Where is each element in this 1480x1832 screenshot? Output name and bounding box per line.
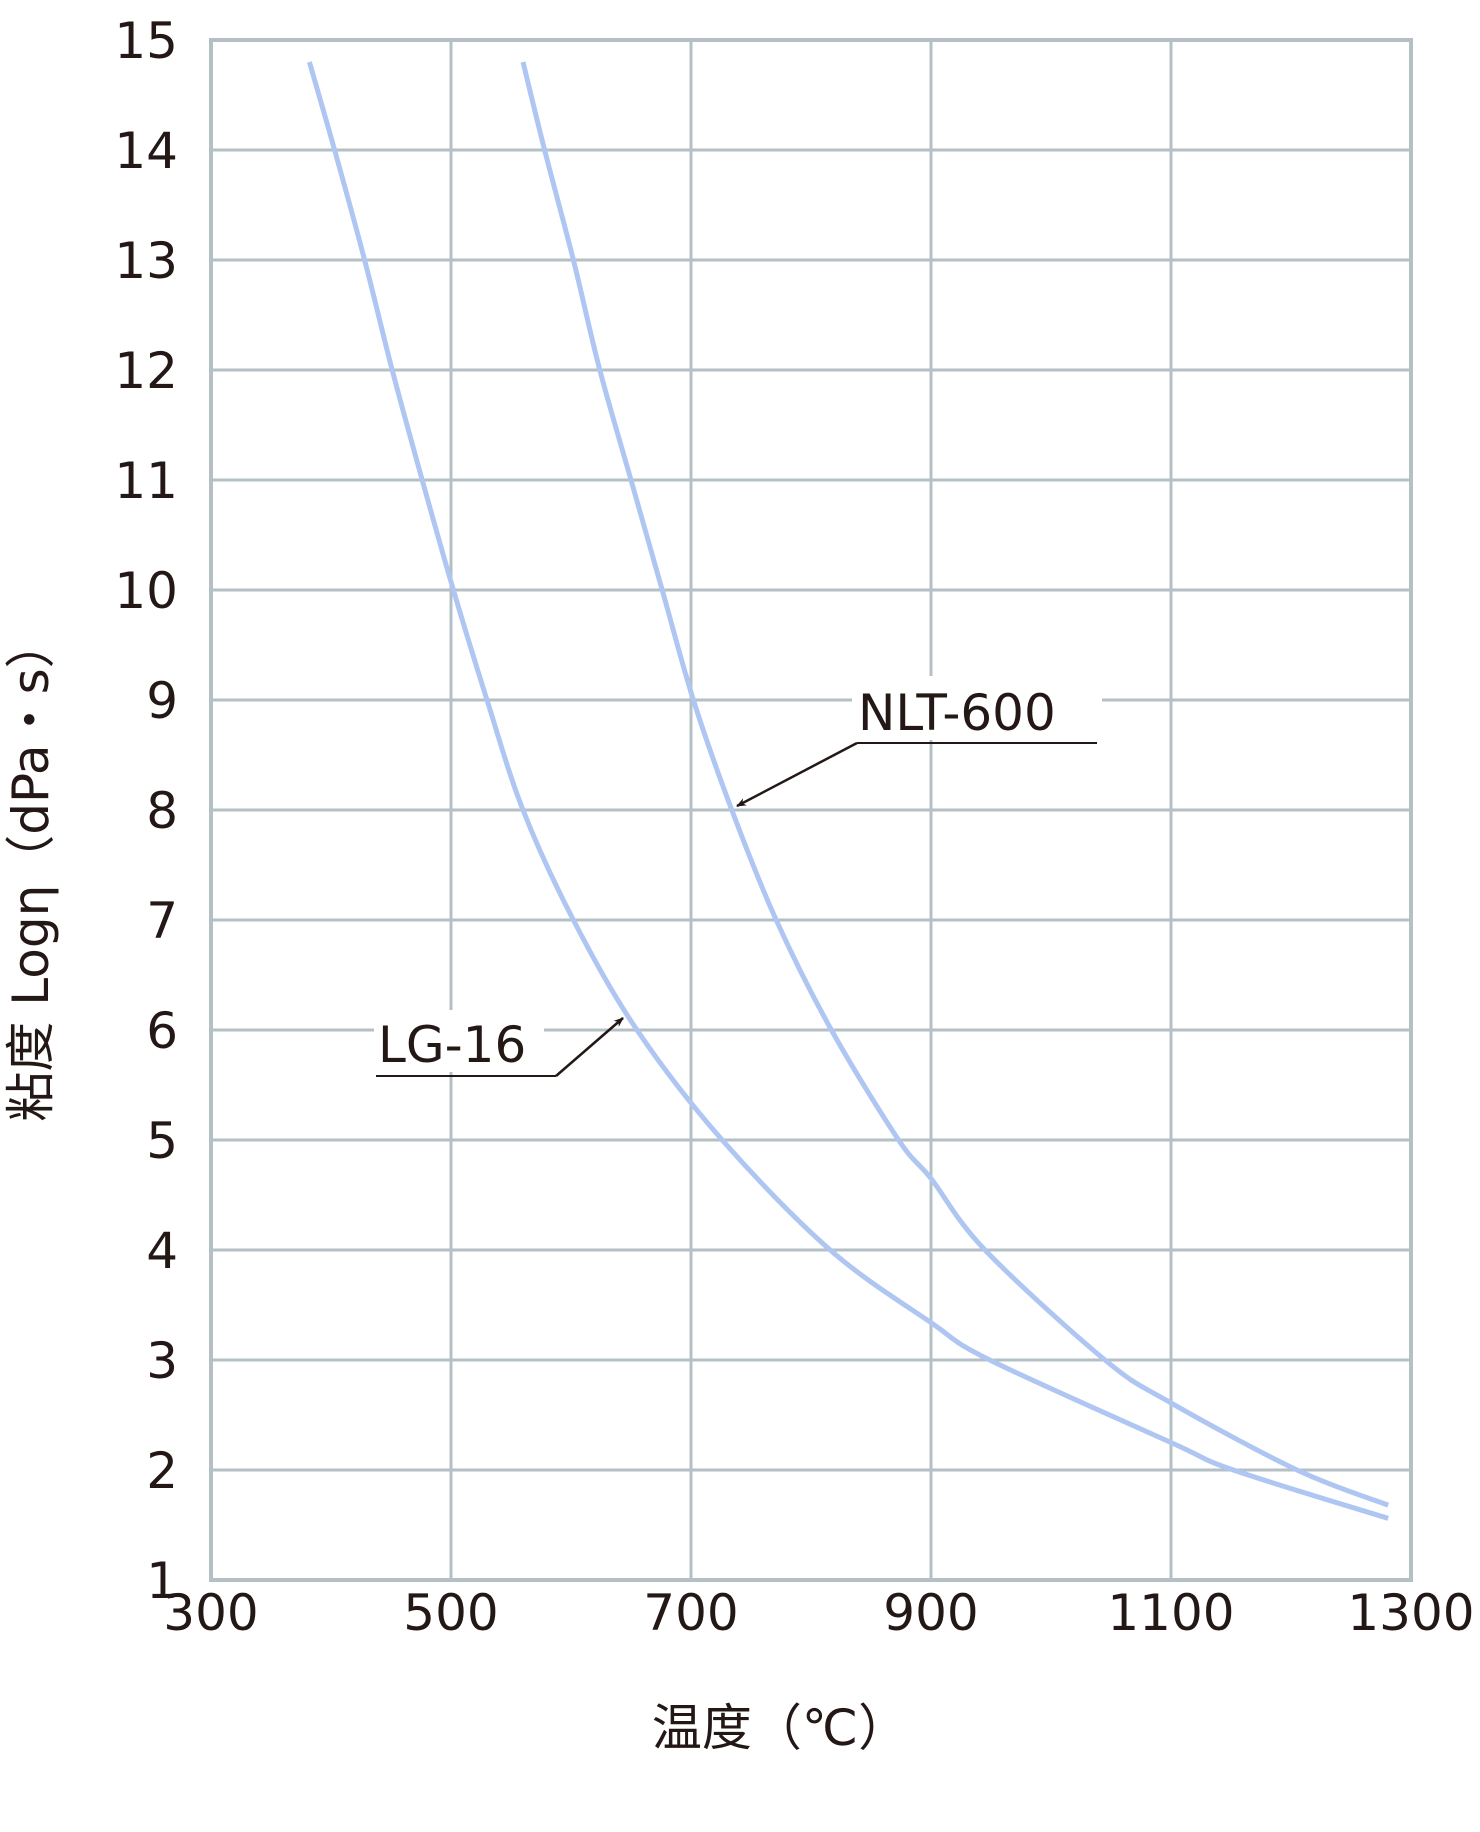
series-lines: [306, 61, 1390, 1521]
y-tick-label: 9: [146, 672, 178, 730]
x-tick-label: 1300: [1347, 1584, 1474, 1642]
series-label-nlt-600: NLT-600: [858, 684, 1056, 742]
annotation-lg-16: LG-16: [374, 1010, 624, 1077]
x-tick-label: 1100: [1107, 1584, 1234, 1642]
x-axis-title: 温度（℃）: [652, 1699, 908, 1757]
y-tick-label: 12: [114, 342, 178, 400]
y-tick-label: 4: [146, 1222, 178, 1280]
grid-lines: [209, 38, 1413, 1582]
x-tick-label: 700: [643, 1584, 738, 1642]
arrow-icon: [736, 741, 858, 808]
plot-frame: [209, 38, 1413, 1582]
y-tick-label: 1: [146, 1552, 178, 1610]
y-tick-label: 8: [146, 782, 178, 840]
y-tick-label: 15: [114, 12, 178, 70]
arrow-icon: [555, 1017, 624, 1077]
y-tick-label: 11: [114, 452, 178, 510]
annotation-nlt-600: NLT-600: [736, 676, 1102, 808]
y-tick-label: 14: [114, 122, 178, 180]
y-tick-label: 10: [114, 562, 178, 620]
x-tick-label: 500: [403, 1584, 498, 1642]
x-tick-label: 300: [163, 1584, 258, 1642]
y-tick-label: 6: [146, 1002, 178, 1060]
y-tick-label: 3: [146, 1332, 178, 1390]
y-tick-label: 5: [146, 1112, 178, 1170]
x-axis-ticks: 300 500 700 900 1100 1300: [163, 1584, 1474, 1642]
series-label-lg-16: LG-16: [378, 1016, 526, 1074]
y-tick-label: 7: [146, 892, 178, 950]
y-tick-label: 2: [146, 1442, 178, 1500]
x-tick-label: 900: [883, 1584, 978, 1642]
series-line-nlt-600: [520, 61, 1390, 1508]
series-line-lg-16: [306, 61, 1389, 1521]
y-tick-label: 13: [114, 232, 178, 290]
y-axis-title: 粘度 Logη（dPa・s）: [2, 618, 60, 1121]
